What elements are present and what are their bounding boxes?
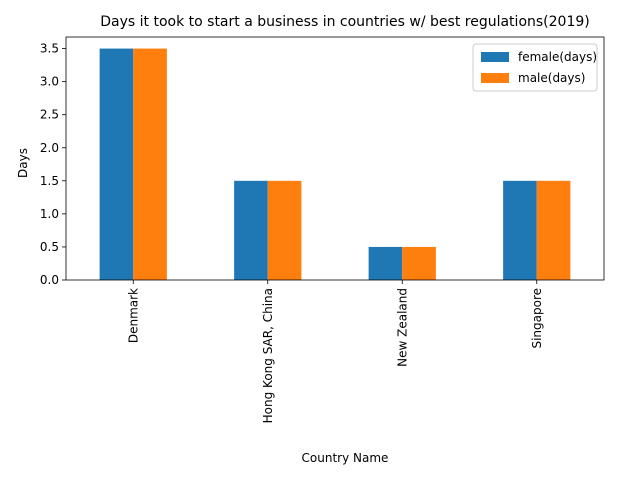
y-tick-label: 0.0 [40, 273, 59, 287]
x-tick-label: Hong Kong SAR, China [261, 288, 275, 423]
y-tick-label: 1.0 [40, 207, 59, 221]
legend: female(days) male(days) [472, 43, 598, 92]
y-tick-label: 3.0 [40, 75, 59, 89]
axes-frame [65, 36, 605, 281]
legend-swatch [481, 52, 509, 62]
y-tick-label: 2.0 [40, 141, 59, 155]
y-tick-label: 0.5 [40, 240, 59, 254]
bar-female-days--3 [503, 180, 537, 280]
legend-label: female(days) [518, 50, 597, 64]
y-tick-label: 3.5 [40, 42, 59, 56]
x-tick-label: Denmark [126, 288, 140, 343]
y-axis-label: Days [16, 148, 30, 178]
bar-male-days--3 [536, 180, 571, 280]
y-tick-label: 2.5 [40, 108, 59, 122]
legend-swatch [481, 73, 509, 83]
y-tick-label: 1.5 [40, 174, 59, 188]
bar-female-days--1 [234, 180, 268, 280]
x-axis-label: Country Name [302, 451, 389, 465]
x-tick-label: Singapore [530, 288, 544, 349]
bar-male-days--0 [133, 48, 167, 281]
bar-female-days--0 [99, 48, 134, 281]
legend-label: male(days) [518, 71, 585, 85]
bar-male-days--2 [402, 246, 436, 280]
bar-female-days--2 [368, 246, 403, 280]
chart-title: Days it took to start a business in coun… [100, 14, 589, 30]
x-tick-label: New Zealand [395, 288, 409, 367]
bar-male-days--1 [267, 180, 302, 280]
plot-area: Denmark Hong Kong SAR, China New Zealand Si… [40, 36, 605, 423]
